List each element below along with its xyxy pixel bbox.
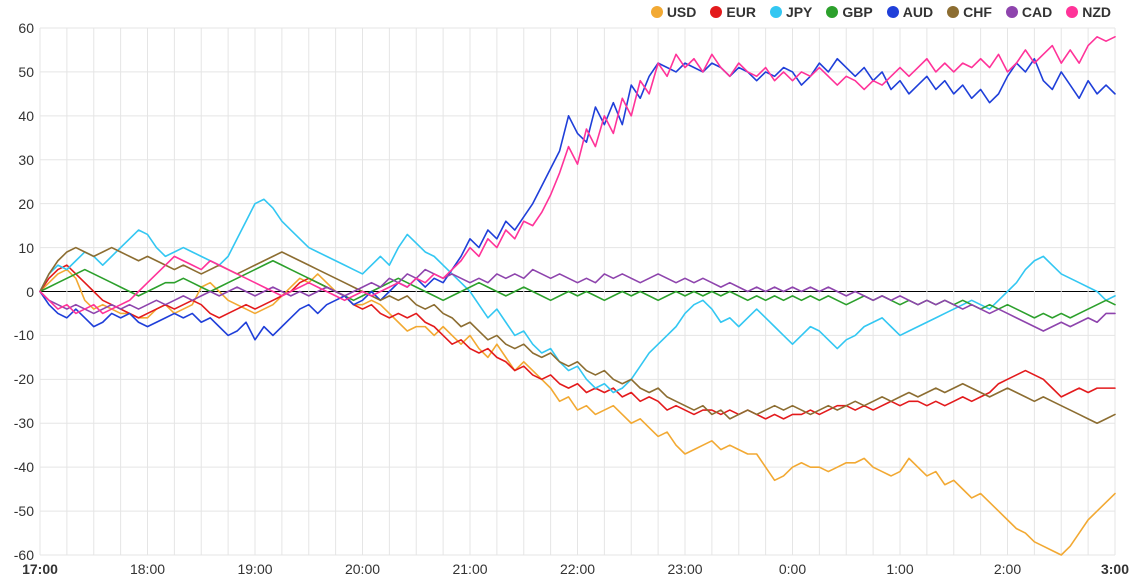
legend-label: EUR [726,4,756,20]
y-tick-label: -10 [0,327,34,343]
legend-dot-icon [887,6,899,18]
y-tick-label: 60 [0,20,34,36]
x-tick-label: 0:00 [779,561,806,577]
y-tick-label: -40 [0,459,34,475]
legend-item-cad[interactable]: CAD [1006,4,1052,20]
x-tick-label: 19:00 [237,561,272,577]
legend-label: GBP [842,4,872,20]
y-tick-label: -50 [0,503,34,519]
x-tick-label: 22:00 [560,561,595,577]
x-tick-label: 23:00 [667,561,702,577]
legend-dot-icon [1006,6,1018,18]
legend-item-usd[interactable]: USD [651,4,697,20]
legend-label: NZD [1082,4,1111,20]
legend-label: JPY [786,4,812,20]
legend-dot-icon [947,6,959,18]
legend-label: AUD [903,4,933,20]
legend-dot-icon [1066,6,1078,18]
legend-item-aud[interactable]: AUD [887,4,933,20]
y-tick-label: -20 [0,371,34,387]
x-tick-label: 20:00 [345,561,380,577]
legend-dot-icon [651,6,663,18]
legend-dot-icon [826,6,838,18]
legend-dot-icon [770,6,782,18]
y-tick-label: 10 [0,240,34,256]
chart-svg [0,0,1131,587]
legend-label: CHF [963,4,992,20]
legend-item-chf[interactable]: CHF [947,4,992,20]
x-tick-label: 3:00 [1101,561,1129,577]
x-tick-label: 18:00 [130,561,165,577]
legend-label: USD [667,4,697,20]
currency-strength-chart: USDEURJPYGBPAUDCHFCADNZD -60-50-40-30-20… [0,0,1131,587]
y-tick-label: 40 [0,108,34,124]
legend-item-eur[interactable]: EUR [710,4,756,20]
legend-dot-icon [710,6,722,18]
legend-item-gbp[interactable]: GBP [826,4,872,20]
legend-item-nzd[interactable]: NZD [1066,4,1111,20]
y-tick-label: 30 [0,152,34,168]
y-tick-label: 20 [0,196,34,212]
legend-item-jpy[interactable]: JPY [770,4,812,20]
x-tick-label: 1:00 [886,561,913,577]
x-tick-label: 2:00 [994,561,1021,577]
legend-label: CAD [1022,4,1052,20]
y-tick-label: -30 [0,415,34,431]
chart-legend: USD EUR JPY GBP AUD CHF CAD NZD [651,4,1111,20]
y-tick-label: 50 [0,64,34,80]
x-tick-label: 21:00 [452,561,487,577]
x-tick-label: 17:00 [22,561,58,577]
y-tick-label: 0 [0,284,34,300]
